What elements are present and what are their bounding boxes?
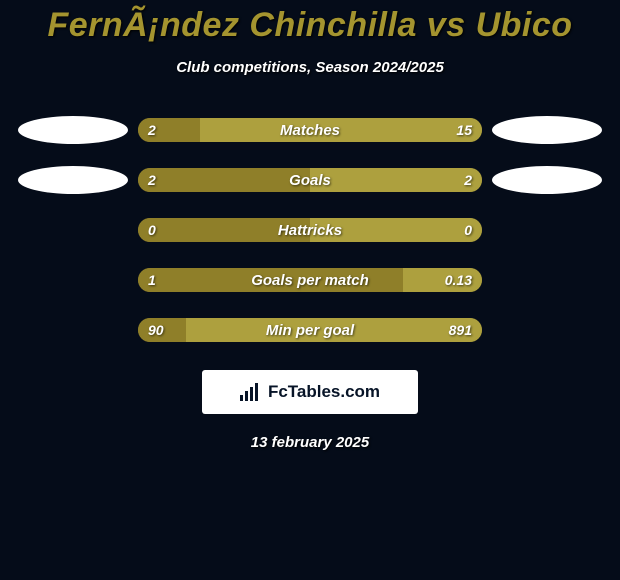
stat-bar: Goals per match10.13	[138, 268, 482, 292]
stat-row: Goals22	[10, 166, 610, 194]
stat-row: Min per goal90891	[10, 316, 610, 344]
stat-bar: Hattricks00	[138, 218, 482, 242]
source-logo-text: FcTables.com	[268, 382, 380, 402]
stat-rows: Matches215 Goals22 Hattricks00 Goals per ma…	[10, 116, 610, 344]
bar-seg-right	[310, 218, 482, 242]
team-marker-right	[492, 166, 602, 194]
bar-seg-left	[138, 268, 403, 292]
bar-seg-right	[403, 268, 482, 292]
bar-chart-icon	[240, 383, 262, 401]
bar-seg-left	[138, 318, 186, 342]
stat-row: Matches215	[10, 116, 610, 144]
team-marker-left	[18, 166, 128, 194]
stat-bar: Matches215	[138, 118, 482, 142]
bar-seg-right	[310, 168, 482, 192]
bar-seg-right	[186, 318, 482, 342]
bar-seg-right	[200, 118, 482, 142]
source-logo: FcTables.com	[202, 370, 418, 414]
stat-bar: Goals22	[138, 168, 482, 192]
stat-row: Goals per match10.13	[10, 266, 610, 294]
bar-seg-left	[138, 218, 310, 242]
team-marker-right	[492, 116, 602, 144]
date-text: 13 february 2025	[10, 434, 610, 451]
bar-seg-left	[138, 168, 310, 192]
stat-bar: Min per goal90891	[138, 318, 482, 342]
team-marker-left	[18, 116, 128, 144]
subtitle: Club competitions, Season 2024/2025	[10, 59, 610, 76]
comparison-card: FernÃ¡ndez Chinchilla vs Ubico Club comp…	[0, 0, 620, 580]
page-title: FernÃ¡ndez Chinchilla vs Ubico	[10, 0, 610, 45]
bar-seg-left	[138, 118, 200, 142]
stat-row: Hattricks00	[10, 216, 610, 244]
